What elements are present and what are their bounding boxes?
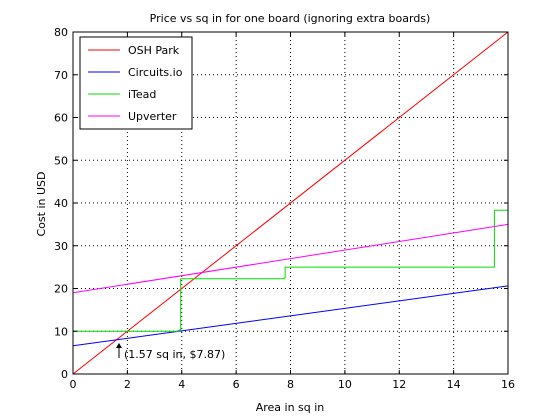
y-tick-label: 50 xyxy=(54,154,68,167)
x-tick-label: 6 xyxy=(233,378,240,391)
y-tick-label: 80 xyxy=(54,26,68,39)
legend: OSH Park Circuits.io iTead Upverter xyxy=(79,36,193,130)
series-line-circuits-io xyxy=(72,285,509,347)
chart-title: Price vs sq in for one board (ignoring e… xyxy=(150,12,431,25)
y-tick-label: 30 xyxy=(54,240,68,253)
x-tick-label: 16 xyxy=(501,378,515,391)
x-tick-label: 2 xyxy=(124,378,131,391)
series-group xyxy=(72,31,509,375)
annotation: (1.57 sq in, $7.87) xyxy=(116,343,225,361)
legend-label-upverter: Upverter xyxy=(128,110,177,123)
y-axis-label: Cost in USD xyxy=(35,172,48,237)
series-line-upverter xyxy=(72,223,509,294)
y-tick-label: 20 xyxy=(54,283,68,296)
x-axis-label: Area in sq in xyxy=(256,401,325,414)
x-tick-label: 0 xyxy=(70,378,77,391)
y-tick-label: 40 xyxy=(54,197,68,210)
y-tick-label: 10 xyxy=(54,325,68,338)
legend-box xyxy=(79,36,193,130)
series-line-itead xyxy=(73,209,508,332)
y-tick-label: 60 xyxy=(54,112,68,125)
y-tick-label: 0 xyxy=(61,368,68,381)
x-tick-label: 12 xyxy=(392,378,406,391)
series-line-osh-park xyxy=(72,31,509,375)
x-tick-label: 4 xyxy=(178,378,185,391)
x-tick-label: 14 xyxy=(447,378,461,391)
x-tick-label: 8 xyxy=(287,378,294,391)
legend-label-circuits-io: Circuits.io xyxy=(128,66,183,79)
legend-label-osh-park: OSH Park xyxy=(128,44,180,57)
x-tick-label: 10 xyxy=(338,378,352,391)
annotation-arrow-head xyxy=(116,343,122,348)
legend-label-itead: iTead xyxy=(128,88,156,101)
annotation-label: (1.57 sq in, $7.87) xyxy=(124,348,225,361)
axes: 0 2 4 6 8 10 12 14 16 0 10 20 30 40 50 60 70 80 xyxy=(54,26,515,391)
y-tick-label: 70 xyxy=(54,69,68,82)
